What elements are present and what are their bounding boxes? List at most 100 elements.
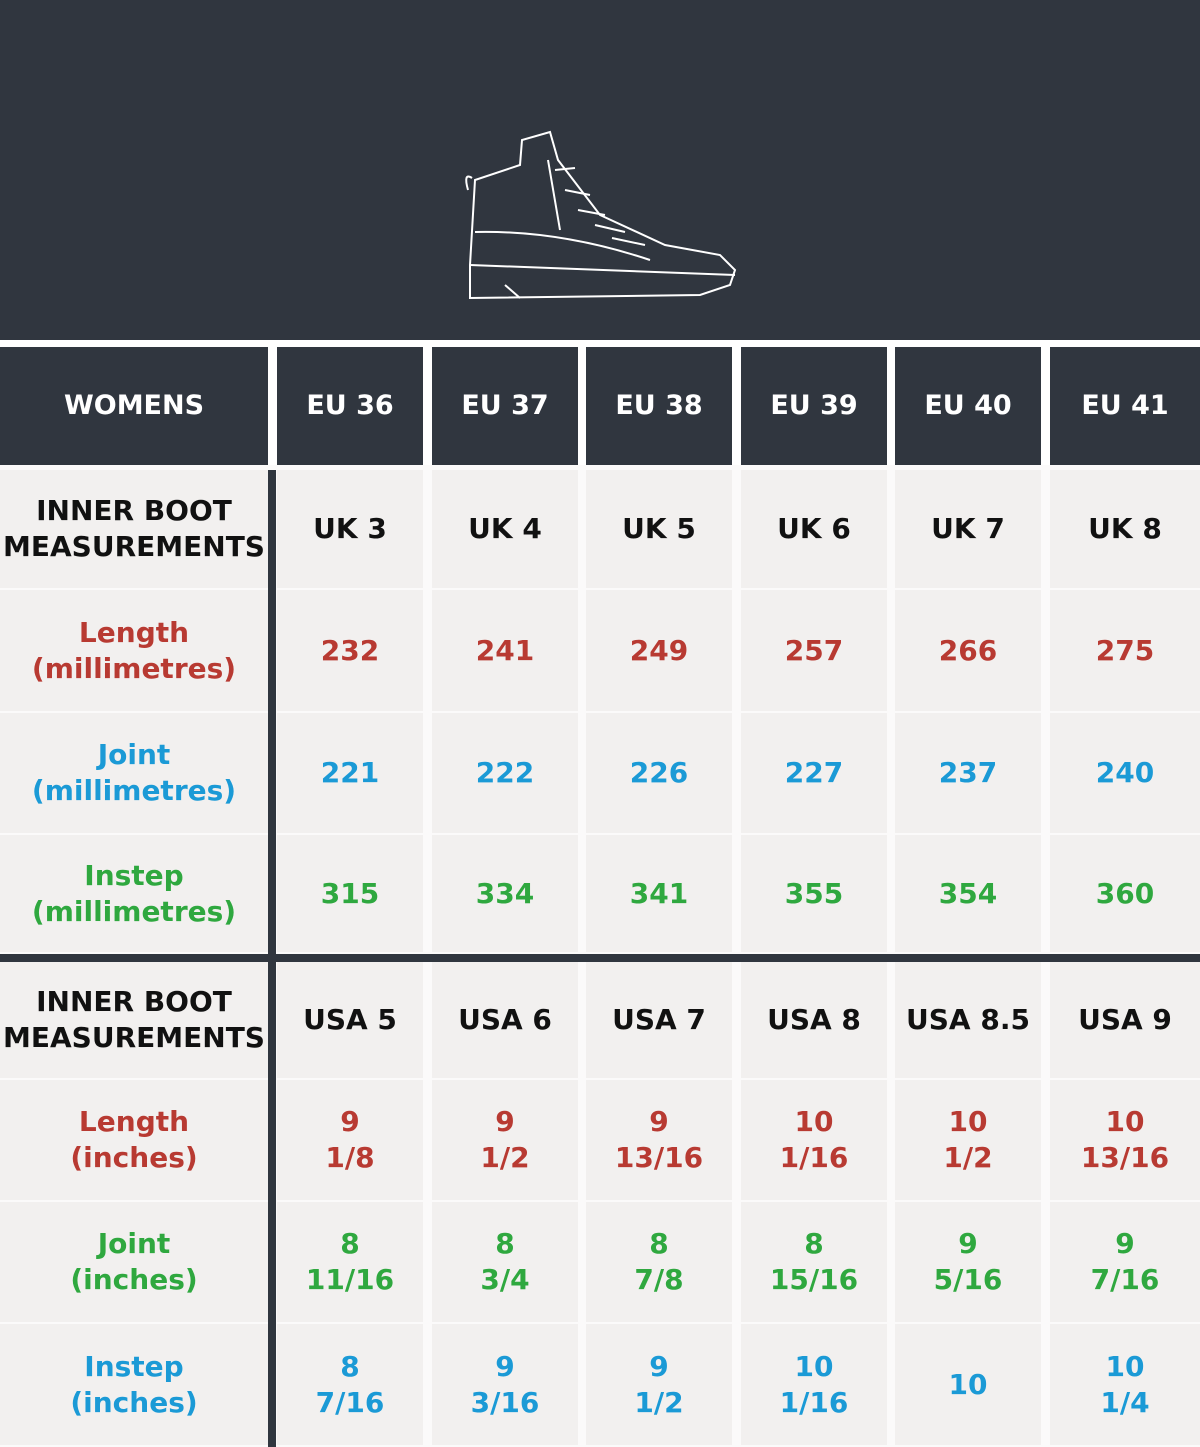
cell-text: 222 <box>475 756 535 789</box>
cell-text: 9 <box>340 1105 360 1138</box>
cell-text: 240 <box>1095 756 1155 789</box>
row-label: Length (inches) <box>0 1080 268 1200</box>
size-cell: UK 5 <box>586 470 732 588</box>
shoe-illustration <box>465 130 737 300</box>
value-cell: 341 <box>586 835 732 952</box>
cell-text: 9 <box>649 1349 669 1383</box>
cell-text: UK 7 <box>931 512 1005 545</box>
cell-text: EU 36 <box>306 390 394 421</box>
cell-text: Joint <box>97 1227 171 1260</box>
cell-text: 1/2 <box>943 1141 993 1174</box>
value-cell: 9 1/2 <box>432 1080 578 1200</box>
row-label: Instep (inches) <box>0 1324 268 1445</box>
size-cell: UK 4 <box>432 470 578 588</box>
value-cell: 10 <box>895 1324 1041 1445</box>
cell-text: (millimetres) <box>31 651 237 685</box>
cell-text: USA 7 <box>612 1003 706 1036</box>
value-cell: 10 1/16 <box>741 1080 887 1200</box>
cell-text: 10 <box>1105 1105 1145 1138</box>
cell-text: 8 <box>804 1227 824 1260</box>
size-cell: USA 8 <box>741 962 887 1078</box>
cell-text: EU 37 <box>461 390 549 421</box>
cell-text: 8 <box>340 1227 360 1260</box>
cell-text: (inches) <box>70 1141 198 1174</box>
cell-text: USA 6 <box>458 1003 552 1036</box>
cell-text: EU 41 <box>1081 390 1169 421</box>
cell-text: 15/16 <box>769 1263 859 1296</box>
cell-text: 8 <box>340 1349 360 1383</box>
header-cell: EU 41 <box>1050 347 1200 465</box>
cell-text: 360 <box>1095 876 1155 910</box>
cell-text: (millimetres) <box>31 774 237 807</box>
cell-text: USA 8 <box>767 1003 861 1036</box>
cell-text: 275 <box>1095 633 1155 667</box>
value-cell: 240 <box>1050 713 1200 833</box>
cell-text: 7/16 <box>1090 1263 1160 1296</box>
value-cell: 266 <box>895 590 1041 711</box>
cell-text: 10 <box>948 1367 988 1401</box>
cell-text: UK 4 <box>468 512 542 545</box>
cell-text: EU 38 <box>615 390 703 421</box>
cell-text: 1/16 <box>779 1385 849 1419</box>
value-cell: 10 13/16 <box>1050 1080 1200 1200</box>
cell-text: UK 8 <box>1088 512 1162 545</box>
cell-text: (inches) <box>70 1385 198 1419</box>
cell-text: MEASUREMENTS <box>3 530 265 563</box>
cell-text: 315 <box>320 876 380 910</box>
value-cell: 9 3/16 <box>432 1324 578 1445</box>
cell-text: INNER BOOT <box>36 494 232 527</box>
cell-text: UK 6 <box>777 512 851 545</box>
cell-text: 3/4 <box>480 1263 530 1296</box>
value-cell: 315 <box>277 835 423 952</box>
size-cell: USA 9 <box>1050 962 1200 1078</box>
value-cell: 232 <box>277 590 423 711</box>
value-cell: 334 <box>432 835 578 952</box>
cell-text: 7/16 <box>315 1385 385 1419</box>
value-cell: 8 11/16 <box>277 1202 423 1322</box>
value-cell: 8 7/16 <box>277 1324 423 1445</box>
cell-text: 7/8 <box>634 1263 684 1296</box>
cell-text: 1/2 <box>634 1385 684 1419</box>
cell-text: WOMENS <box>63 390 205 421</box>
size-cell: USA 7 <box>586 962 732 1078</box>
value-cell: 355 <box>741 835 887 952</box>
value-cell: 257 <box>741 590 887 711</box>
value-cell: 226 <box>586 713 732 833</box>
value-cell: 9 5/16 <box>895 1202 1041 1322</box>
value-cell: 9 1/8 <box>277 1080 423 1200</box>
value-cell: 10 1/16 <box>741 1324 887 1445</box>
cell-text: 9 <box>1115 1227 1135 1260</box>
cell-text: 354 <box>938 876 998 910</box>
cell-text: Length <box>78 1105 190 1138</box>
cell-text: 13/16 <box>614 1141 704 1174</box>
cell-text: 221 <box>320 756 380 789</box>
row-label: Length (millimetres) <box>0 590 268 711</box>
cell-text: 9 <box>649 1105 669 1138</box>
cell-text: UK 3 <box>313 512 387 545</box>
cell-text: 341 <box>629 876 689 910</box>
cell-text: 334 <box>475 876 535 910</box>
size-cell: UK 6 <box>741 470 887 588</box>
cell-text: 355 <box>784 876 844 910</box>
cell-text: 1/4 <box>1100 1385 1150 1419</box>
value-cell: 10 1/2 <box>895 1080 1041 1200</box>
cell-text: Instep <box>84 858 184 892</box>
cell-text: Instep <box>84 1349 184 1383</box>
row-label: Instep (millimetres) <box>0 835 268 952</box>
cell-text: 8 <box>495 1227 515 1260</box>
cell-text: (millimetres) <box>31 894 237 928</box>
value-cell: 8 15/16 <box>741 1202 887 1322</box>
cell-text: 11/16 <box>305 1263 395 1296</box>
cell-text: 9 <box>958 1227 978 1260</box>
cell-text: EU 39 <box>770 390 858 421</box>
size-cell: UK 7 <box>895 470 1041 588</box>
divider <box>0 954 1200 962</box>
cell-text: 10 <box>948 1105 988 1138</box>
cell-text: 10 <box>1105 1349 1145 1383</box>
cell-text: 5/16 <box>933 1263 1003 1296</box>
value-cell: 227 <box>741 713 887 833</box>
cell-text: 249 <box>629 633 689 667</box>
cell-text: 257 <box>784 633 844 667</box>
cell-text: Length <box>78 615 190 649</box>
value-cell: 241 <box>432 590 578 711</box>
